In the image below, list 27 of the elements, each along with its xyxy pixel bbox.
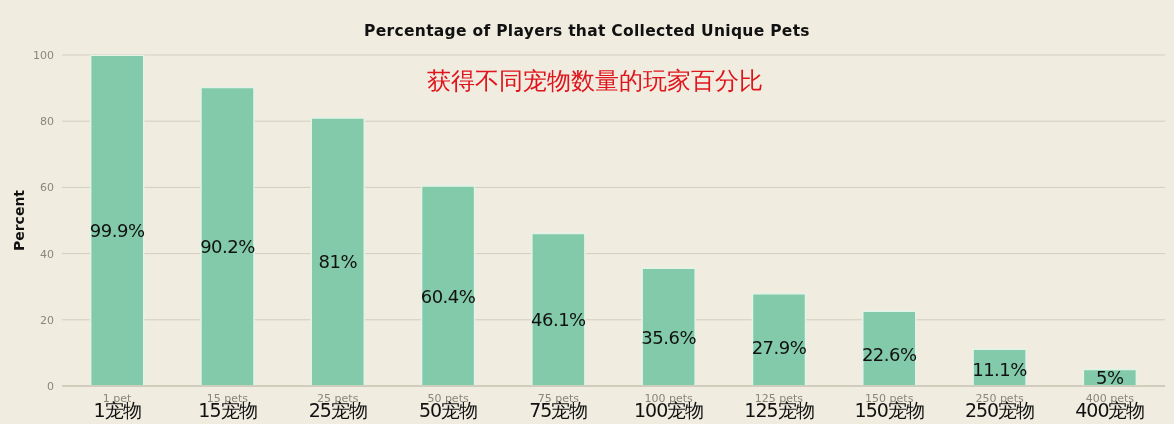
data-label: 81% xyxy=(318,251,358,273)
bar xyxy=(641,267,696,386)
bar xyxy=(531,232,586,386)
y-tick-label: 0 xyxy=(47,379,54,393)
bar xyxy=(89,55,145,386)
text: 获得不同宠物数量的玩家百分比 xyxy=(426,66,764,97)
bar xyxy=(751,292,807,386)
bar xyxy=(200,86,255,386)
data-label: 27.9% xyxy=(751,336,807,358)
y-axis-title: Percent xyxy=(10,189,27,252)
bar xyxy=(862,310,917,386)
chart-title: Percentage of Players that Collected Unique Pets xyxy=(363,22,811,40)
bar xyxy=(310,117,366,386)
y-tick-label: 80 xyxy=(40,115,54,129)
y-tick-label: 100 xyxy=(33,48,54,62)
y-tick-label: 60 xyxy=(40,181,54,195)
y-tick-label: 40 xyxy=(40,247,54,261)
y-tick-label: 20 xyxy=(40,313,54,327)
data-label: 60.4% xyxy=(420,285,476,307)
data-label: 11.1% xyxy=(972,359,1028,381)
data-label: 99.9% xyxy=(89,220,145,242)
bar xyxy=(420,185,476,386)
data-label: 90.2% xyxy=(200,236,256,258)
data-label: 46.1% xyxy=(531,309,587,331)
data-label: 35.6% xyxy=(641,326,697,348)
data-label: 5% xyxy=(1096,367,1125,389)
data-label: 22.6% xyxy=(861,343,918,365)
